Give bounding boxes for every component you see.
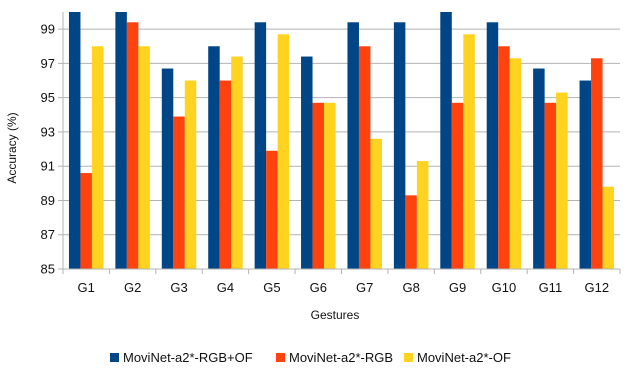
x-tick-label: G4 <box>217 280 234 295</box>
bar <box>498 46 510 270</box>
y-tick-label: 95 <box>41 90 55 105</box>
y-tick-label: 93 <box>41 124 55 139</box>
bar <box>80 173 92 269</box>
x-tick-label: G6 <box>310 280 327 295</box>
bar <box>68 12 81 269</box>
bar <box>173 116 185 269</box>
bar <box>254 22 267 270</box>
bar <box>126 22 139 270</box>
bar <box>405 195 417 269</box>
bar <box>301 56 313 270</box>
bar <box>544 102 557 269</box>
legend-swatch <box>404 353 413 362</box>
y-tick-labels: 85 87 89 91 93 95 97 99 <box>41 22 55 277</box>
x-tick-label: G2 <box>124 280 141 295</box>
x-tick-label: G12 <box>585 280 610 295</box>
legend-item: MoviNet-a2*-OF <box>404 350 511 365</box>
legend-label: MoviNet-a2*-OF <box>417 350 511 365</box>
legend-label: MoviNet-a2*-RGB <box>289 350 393 365</box>
bar <box>219 80 232 270</box>
x-tick-label: G5 <box>263 280 280 295</box>
bar <box>486 22 499 270</box>
y-tick-label: 97 <box>41 56 55 71</box>
x-tick-label: G11 <box>539 280 563 295</box>
legend-swatch <box>110 353 119 362</box>
x-axis-title: Gestures <box>311 308 360 322</box>
x-tick-label: G10 <box>492 280 517 295</box>
bar <box>416 161 429 269</box>
bar <box>91 46 104 270</box>
legend-swatch <box>276 353 285 362</box>
axes <box>58 12 621 274</box>
bar <box>451 102 464 269</box>
bar <box>266 150 278 269</box>
bar <box>184 80 197 270</box>
bar <box>556 92 568 269</box>
bar <box>277 34 290 270</box>
x-tick-label: G1 <box>78 280 95 295</box>
bar <box>358 46 371 270</box>
x-tick-label: G7 <box>356 280 373 295</box>
y-tick-label: 85 <box>41 262 55 277</box>
y-tick-label: 99 <box>41 22 55 37</box>
bar <box>533 68 545 269</box>
bar <box>602 186 615 269</box>
bar <box>579 80 592 270</box>
bar <box>138 46 150 270</box>
bar <box>347 22 359 270</box>
bar <box>161 68 174 269</box>
grid-lines <box>63 28 620 270</box>
bar <box>370 138 382 269</box>
bar <box>324 102 336 269</box>
bar <box>463 34 475 270</box>
legend-label: MoviNet-a2*-RGB+OF <box>123 350 253 365</box>
y-axis-title: Accuracy (%) <box>5 112 19 183</box>
bar <box>591 58 603 270</box>
bar <box>115 12 127 269</box>
bar <box>231 56 243 270</box>
legend: MoviNet-a2*-RGB+OF MoviNet-a2*-RGB MoviNet… <box>110 350 511 365</box>
bar-group <box>68 12 615 270</box>
x-tick-label: G8 <box>402 280 419 295</box>
bar <box>509 58 522 270</box>
x-tick-label: G9 <box>449 280 466 295</box>
legend-item: MoviNet-a2*-RGB+OF <box>110 350 253 365</box>
bar <box>393 22 406 270</box>
bar <box>208 46 220 270</box>
y-tick-label: 87 <box>41 227 55 242</box>
legend-item: MoviNet-a2*-RGB <box>276 350 393 365</box>
bar <box>440 12 452 269</box>
bar <box>312 102 325 269</box>
x-tick-labels: G1 G2 G3 G4 G5 G6 G7 G8 G9 G10 G11 G12 <box>78 280 610 295</box>
y-tick-label: 89 <box>41 193 55 208</box>
y-tick-label: 91 <box>41 159 55 174</box>
x-tick-label: G3 <box>170 280 187 295</box>
